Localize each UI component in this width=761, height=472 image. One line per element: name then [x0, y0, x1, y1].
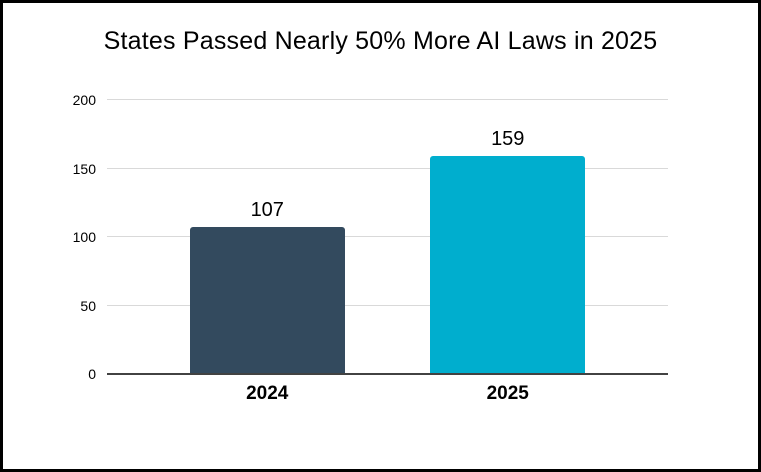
y-axis-tick-label-150: 150: [72, 160, 96, 177]
gridline-50: [107, 304, 668, 306]
x-axis-line: [107, 373, 668, 375]
x-axis-label-2024: 2024: [246, 383, 289, 404]
y-axis-tick-label-50: 50: [80, 297, 96, 314]
y-axis-tick-label-200: 200: [72, 92, 96, 108]
bar-2025: [430, 156, 586, 374]
plot-area: 0 50 100 150 200 107 159 2024 2025: [73, 93, 668, 403]
y-axis-tick-label-100: 100: [72, 229, 96, 245]
gridline-150: [107, 167, 668, 169]
y-axis-tick-label-0: 0: [88, 366, 96, 382]
chart-title: States Passed Nearly 50% More AI Laws in…: [103, 27, 658, 55]
gridline-200: [107, 99, 668, 100]
bar-2024: [189, 227, 345, 374]
bar-value-label-2025: 159: [491, 128, 525, 151]
gridline-100: [107, 236, 668, 237]
bar-value-label-2024: 107: [250, 199, 284, 222]
x-axis-label-2025: 2025: [486, 383, 529, 404]
